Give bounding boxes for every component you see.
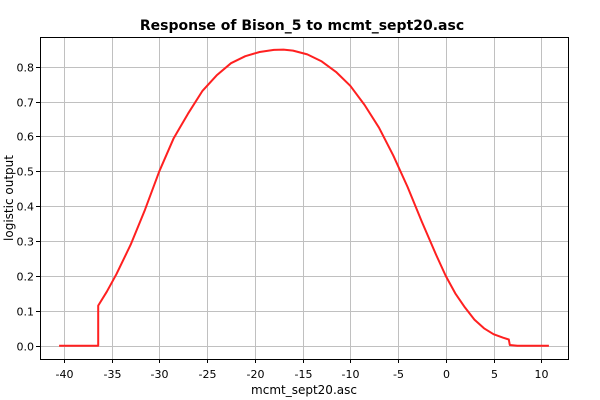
y-tick-label: 0.8 bbox=[17, 62, 35, 75]
y-tick-label: 0.5 bbox=[17, 166, 35, 179]
x-tick-label: 10 bbox=[535, 368, 549, 381]
x-tick-label: -5 bbox=[393, 368, 404, 381]
y-tick-label: 0.6 bbox=[17, 131, 35, 144]
y-tick-label: 0.1 bbox=[17, 306, 35, 319]
y-tick-label: 0.7 bbox=[17, 97, 35, 110]
y-tick-label: 0.2 bbox=[17, 271, 35, 284]
ticks: -40 -35 -30 -25 -20 -15 -10 -5 0 5 10 0.0 0.1 0.2 0.3 0… bbox=[17, 62, 549, 382]
x-tick-label: 5 bbox=[491, 368, 498, 381]
x-tick-label: -15 bbox=[295, 368, 313, 381]
y-axis-label: logistic output bbox=[2, 155, 16, 241]
x-tick-label: -30 bbox=[151, 368, 169, 381]
x-tick-label: 0 bbox=[443, 368, 450, 381]
x-tick-label: -40 bbox=[56, 368, 74, 381]
x-tick-label: -35 bbox=[104, 368, 122, 381]
y-tick-label: 0.3 bbox=[17, 236, 35, 249]
response-curve bbox=[59, 48, 549, 347]
grid bbox=[40, 37, 568, 359]
plot-frame bbox=[40, 37, 569, 360]
x-tick-label: -10 bbox=[342, 368, 360, 381]
y-tick-label: 0.4 bbox=[17, 201, 35, 214]
y-tick-label: 0.0 bbox=[17, 341, 35, 354]
x-axis-label: mcmt_sept20.asc bbox=[251, 383, 357, 397]
chart-title: Response of Bison_5 to mcmt_sept20.asc bbox=[140, 18, 464, 34]
x-tick-label: -20 bbox=[247, 368, 265, 381]
series-layer bbox=[59, 48, 549, 347]
x-tick-label: -25 bbox=[199, 368, 217, 381]
